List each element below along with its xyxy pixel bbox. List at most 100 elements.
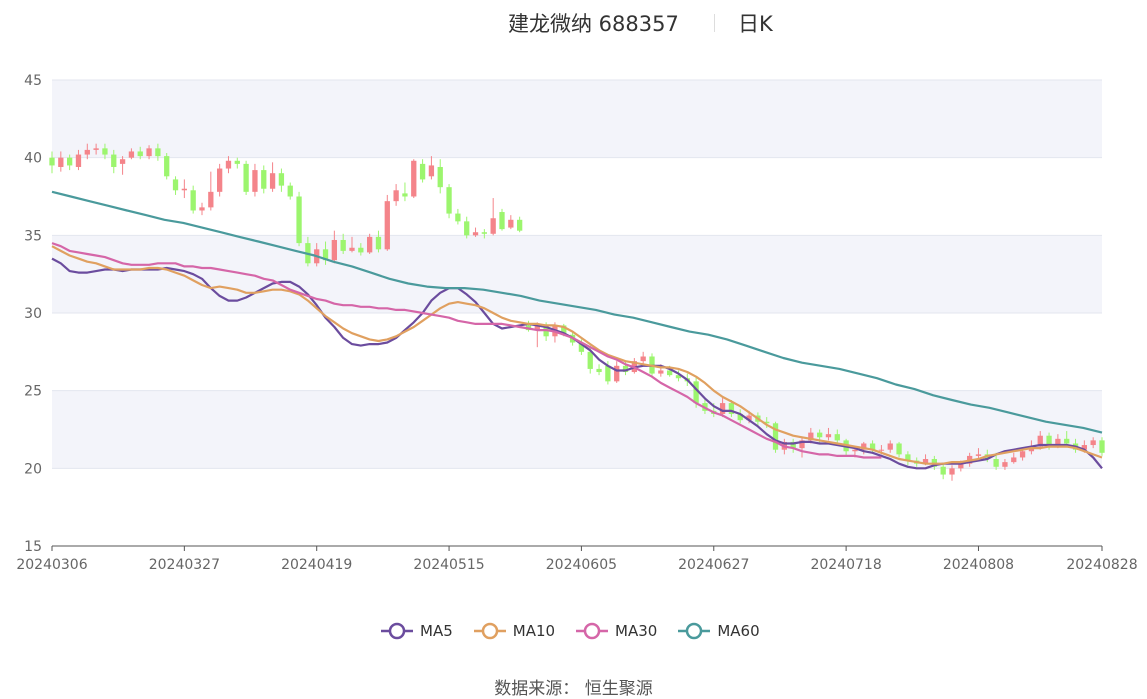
candle-body [217,168,223,192]
candle-body [146,148,152,157]
grid-band [52,80,1102,158]
candle-body [1002,462,1008,467]
candle-body [534,325,540,331]
candle-body [693,381,699,404]
candle-body [269,173,276,189]
candle-body [993,459,999,467]
candle-body [834,434,840,441]
chart-legend: MA5 MA10 MA30 MA60 [380,620,780,642]
candle-body [419,163,426,180]
candle-body [1055,438,1061,446]
candle-body [437,166,443,188]
candle-body [896,443,902,455]
legend-marker-icon [473,622,506,640]
candle-body [490,218,496,234]
candle-body [958,463,964,469]
x-tick-label: 20240306 [16,557,87,573]
y-tick-label: 20 [24,461,42,477]
legend-label: MA5 [420,622,453,640]
candle-body [764,421,770,424]
candle-body [975,454,982,456]
x-tick-label: 20240828 [1066,557,1137,573]
candle-body [102,148,108,155]
x-tick-label: 20240419 [281,557,352,573]
candle-body [199,207,205,211]
candle-body [481,232,487,234]
candle-body [411,160,417,197]
candle-body [464,221,470,236]
candle-body [508,219,514,228]
candle-body [772,423,779,450]
candle-body [940,466,946,475]
candle-body [402,193,408,197]
candle-body [190,190,196,211]
candle-body [861,443,867,450]
legend-item-ma10[interactable]: MA10 [473,622,555,640]
candle-body [878,449,885,451]
candle-body [225,160,232,169]
legend-marker-icon [678,622,711,640]
candle-body [252,170,258,192]
candle-body [446,187,452,214]
candle-body [622,365,629,373]
candle-body [922,459,929,464]
candle-body [578,342,585,352]
x-tick-label: 20240327 [149,557,220,573]
candle-body [869,443,876,450]
candle-body [614,365,620,382]
y-tick-label: 45 [24,73,42,89]
candle-body [1046,435,1052,446]
candle-body [746,415,752,421]
candle-body [737,413,743,421]
y-tick-label: 35 [24,228,42,244]
candle-body [719,403,726,414]
x-tick-label: 20240627 [678,557,749,573]
chart-period: 日K [738,12,773,36]
candle-body [111,154,117,167]
candle-body [825,434,832,438]
candle-body [1090,440,1096,446]
candle-body [278,173,285,186]
candle-body [808,432,814,441]
candle-body [517,219,523,231]
legend-marker-icon [576,622,609,640]
candle-body [1037,435,1043,447]
candle-body [455,213,461,222]
candle-body [499,212,505,230]
candle-body [331,239,337,261]
candle-body [949,468,955,475]
x-tick-label: 20240808 [943,557,1014,573]
candle-body [852,449,858,452]
candle-body [367,236,373,253]
candle-body [49,157,55,166]
candle-body [358,247,364,253]
candle-body [261,170,267,189]
candle-body [84,149,90,155]
candle-body [93,148,99,150]
candle-body [375,236,382,250]
legend-item-ma60[interactable]: MA60 [677,622,760,640]
candle-body [243,163,249,192]
x-tick-label: 20240515 [413,557,484,573]
candle-body [67,157,73,166]
legend-item-ma30[interactable]: MA30 [575,622,657,640]
candle-body [587,351,593,369]
candle-body [472,232,479,236]
series-line-ma10 [51,245,1103,465]
y-tick-label: 30 [24,306,42,322]
chart-title-bar: 建龙微纳 688357 日K [0,8,1147,38]
y-tick-label: 15 [24,539,42,555]
candle-body [172,179,179,191]
candle-body [605,365,611,382]
candle-body [340,239,346,251]
candle-body [561,325,567,335]
candle-body [1081,445,1087,450]
candle-body [384,201,390,250]
candle-body [728,403,735,414]
candle-body [1099,440,1105,453]
legend-item-ma5[interactable]: MA5 [380,622,453,640]
kline-chart[interactable]: 15 20 25 30 35 40 45 20240306 20240327 20240419 20… [0,0,1147,610]
candle-body [181,188,187,191]
candle-body [817,432,823,438]
candle-body [887,443,893,450]
